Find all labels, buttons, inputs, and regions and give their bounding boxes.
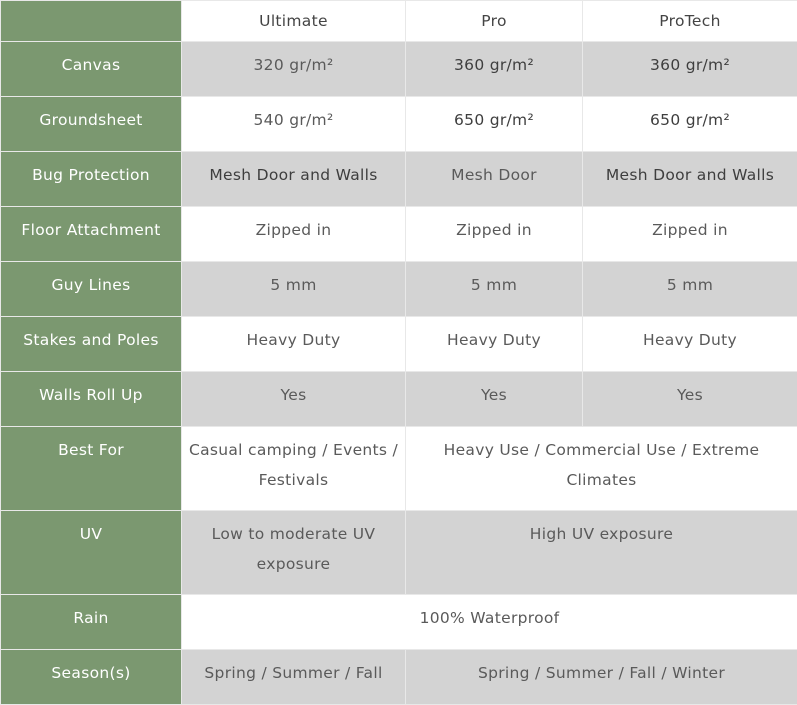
row-label: Walls Roll Up <box>1 372 182 427</box>
table-cell: Heavy Duty <box>182 317 406 372</box>
table-cell: Yes <box>583 372 797 427</box>
column-header-protech: ProTech <box>583 1 797 42</box>
table-cell: 540 gr/m² <box>182 97 406 152</box>
table-cell: Mesh Door and Walls <box>182 152 406 207</box>
table-cell: Heavy Duty <box>583 317 797 372</box>
table-cell: 5 mm <box>182 262 406 317</box>
table-cell: Zipped in <box>583 207 797 262</box>
row-label: Best For <box>1 427 182 511</box>
table-cell: High UV exposure <box>406 511 797 595</box>
table-row: Season(s) Spring / Summer / Fall Spring … <box>1 650 797 705</box>
table-row: Floor Attachment Zipped in Zipped in Zip… <box>1 207 797 262</box>
table-cell: Mesh Door and Walls <box>583 152 797 207</box>
table-row: Canvas 320 gr/m² 360 gr/m² 360 gr/m² <box>1 42 797 97</box>
table-cell: Heavy Duty <box>406 317 583 372</box>
table-row: Rain 100% Waterproof <box>1 595 797 650</box>
row-label: Rain <box>1 595 182 650</box>
table-row: Best For Casual camping / Events / Festi… <box>1 427 797 511</box>
table-cell: Mesh Door <box>406 152 583 207</box>
row-label: Season(s) <box>1 650 182 705</box>
table-cell: Casual camping / Events / Festivals <box>182 427 406 511</box>
table-row: UV Low to moderate UV exposure High UV e… <box>1 511 797 595</box>
row-label: Stakes and Poles <box>1 317 182 372</box>
table-cell: Zipped in <box>182 207 406 262</box>
table-cell: Spring / Summer / Fall <box>182 650 406 705</box>
table-cell: Yes <box>406 372 583 427</box>
table-row: Walls Roll Up Yes Yes Yes <box>1 372 797 427</box>
table-cell: Spring / Summer / Fall / Winter <box>406 650 797 705</box>
table-cell: 5 mm <box>583 262 797 317</box>
table-cell: 650 gr/m² <box>406 97 583 152</box>
table-cell: Heavy Use / Commercial Use / Extreme Cli… <box>406 427 797 511</box>
column-header-ultimate: Ultimate <box>182 1 406 42</box>
table-cell: Low to moderate UV exposure <box>182 511 406 595</box>
row-label: Groundsheet <box>1 97 182 152</box>
row-label: Floor Attachment <box>1 207 182 262</box>
corner-cell <box>1 1 182 42</box>
row-label: Guy Lines <box>1 262 182 317</box>
header-row: Ultimate Pro ProTech <box>1 1 797 42</box>
table-row: Bug Protection Mesh Door and Walls Mesh … <box>1 152 797 207</box>
table-cell: 100% Waterproof <box>182 595 797 650</box>
row-label: Canvas <box>1 42 182 97</box>
table-cell: 360 gr/m² <box>583 42 797 97</box>
table-cell: 650 gr/m² <box>583 97 797 152</box>
column-header-pro: Pro <box>406 1 583 42</box>
table-cell: 5 mm <box>406 262 583 317</box>
table-row: Groundsheet 540 gr/m² 650 gr/m² 650 gr/m… <box>1 97 797 152</box>
table-row: Guy Lines 5 mm 5 mm 5 mm <box>1 262 797 317</box>
table-cell: 360 gr/m² <box>406 42 583 97</box>
row-label: UV <box>1 511 182 595</box>
table-cell: Zipped in <box>406 207 583 262</box>
row-label: Bug Protection <box>1 152 182 207</box>
table-row: Stakes and Poles Heavy Duty Heavy Duty H… <box>1 317 797 372</box>
table-cell: Yes <box>182 372 406 427</box>
table-cell: 320 gr/m² <box>182 42 406 97</box>
